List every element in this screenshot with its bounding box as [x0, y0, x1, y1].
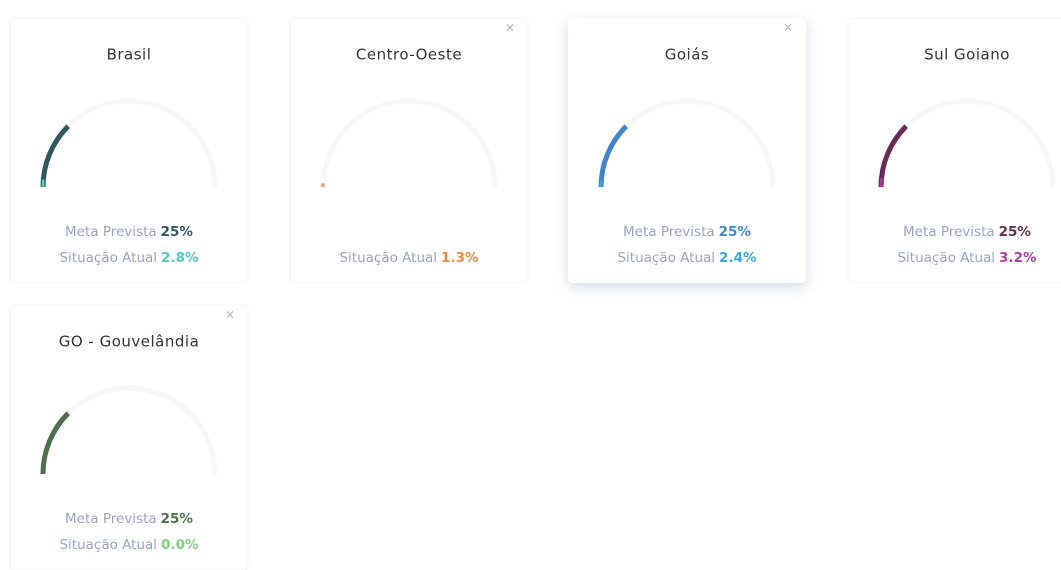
meta-value: 25% [719, 224, 752, 240]
meta-value: 25% [161, 511, 194, 527]
card-background [568, 18, 806, 283]
atual-value: 2.8% [161, 250, 199, 266]
atual-label: Situação Atual [59, 537, 157, 553]
atual-line: Situação Atual 3.2% [897, 250, 1036, 266]
meta-label: Meta Prevista [65, 224, 157, 240]
atual-label: Situação Atual [339, 250, 437, 266]
card-background [9, 304, 249, 570]
atual-line: Situação Atual 2.8% [59, 250, 198, 266]
card-background [847, 17, 1061, 284]
atual-value: 0.0% [161, 537, 199, 553]
meta-line: Meta Prevista 25% [65, 224, 193, 240]
meta-label: Meta Prevista [65, 511, 157, 527]
close-button[interactable]: × [783, 21, 793, 35]
meta-line: Meta Prevista 25% [903, 224, 1031, 240]
meta-label: Meta Prevista [903, 224, 995, 240]
atual-label: Situação Atual [617, 250, 715, 266]
close-button[interactable]: × [225, 308, 235, 322]
card-background [9, 17, 249, 284]
atual-line: Situação Atual 0.0% [59, 537, 198, 553]
card-title: Brasil [107, 46, 152, 64]
card-background [289, 17, 529, 284]
meta-line: Meta Prevista 25% [623, 224, 751, 240]
atual-line: Situação Atual 1.3% [339, 250, 478, 266]
gauge-track [320, 98, 498, 188]
atual-line: Situação Atual 2.4% [617, 250, 756, 266]
card-title: Sul Goiano [924, 46, 1010, 64]
card-title: GO - Gouvelândia [59, 333, 200, 351]
meta-line: Meta Prevista 25% [65, 511, 193, 527]
meta-value: 25% [161, 224, 194, 240]
card-title: Goiás [665, 46, 709, 64]
gauge-meta [40, 411, 70, 475]
close-button[interactable]: × [505, 21, 515, 35]
atual-value: 1.3% [441, 250, 479, 266]
atual-label: Situação Atual [897, 250, 995, 266]
card-title: Centro-Oeste [356, 46, 462, 64]
atual-value: 2.4% [719, 250, 757, 266]
meta-label: Meta Prevista [623, 224, 715, 240]
atual-label: Situação Atual [59, 250, 157, 266]
atual-value: 3.2% [999, 250, 1037, 266]
card: × Centro-Oeste Situação Atual 1.3% [289, 17, 529, 284]
meta-value: 25% [999, 224, 1032, 240]
